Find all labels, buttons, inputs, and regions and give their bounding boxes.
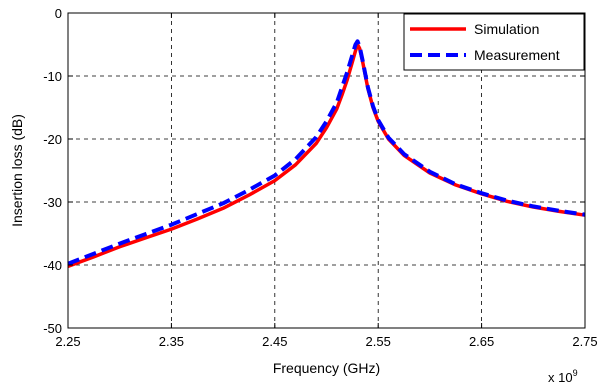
x-axis-multiplier: x 109 [548, 368, 578, 385]
x-axis-multiplier-base: x 10 [548, 370, 573, 385]
x-tick-label: 2.25 [55, 334, 80, 349]
series-lines [67, 39, 586, 268]
y-tick-label: -30 [43, 195, 62, 210]
legend-box [403, 13, 585, 71]
axis-ticks: 2.25 2.35 2.45 2.55 2.65 2.75 0 -10 -20 -30 -40 -50 [43, 6, 597, 349]
x-tick-label: 2.75 [572, 334, 597, 349]
y-tick-label: -50 [43, 321, 62, 336]
plot-frame [67, 12, 586, 329]
y-tick-label: -10 [43, 69, 62, 84]
x-axis-label: Frequency (GHz) [273, 360, 380, 376]
x-axis-multiplier-exponent: 9 [573, 368, 578, 378]
y-axis-label: Insertion loss (dB) [9, 114, 25, 227]
y-tick-label: -40 [43, 258, 62, 273]
grid-lines [68, 13, 585, 328]
x-tick-label: 2.65 [469, 334, 494, 349]
y-tick-label: -20 [43, 132, 62, 147]
x-tick-label: 2.35 [159, 334, 184, 349]
legend-label-simulation: Simulation [474, 21, 539, 37]
legend: Simulation Measurement [403, 13, 585, 71]
x-tick-label: 2.55 [366, 334, 391, 349]
legend-label-measurement: Measurement [474, 47, 560, 63]
series-line-measurement [67, 39, 586, 266]
y-tick-label: 0 [55, 6, 62, 21]
x-tick-label: 2.45 [262, 334, 287, 349]
